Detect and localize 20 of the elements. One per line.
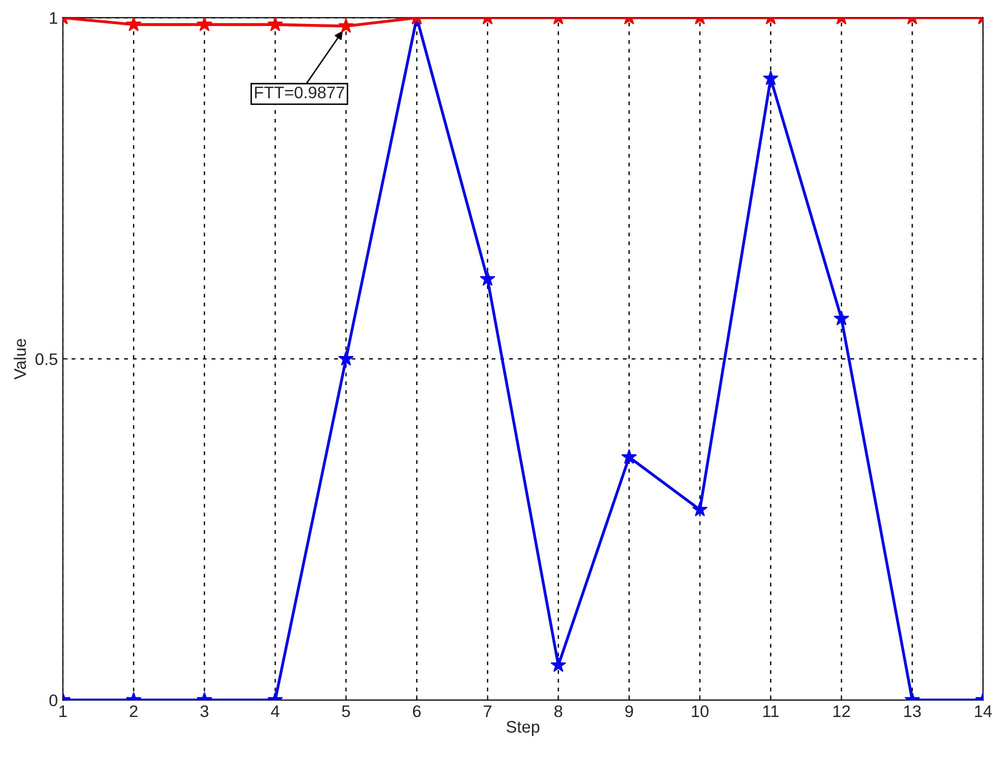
x-axis-title: Step <box>506 720 540 736</box>
x-tick-label: 9 <box>625 705 633 718</box>
x-tick-label: 11 <box>763 706 779 718</box>
y-tick-label: 1 <box>50 12 58 24</box>
x-tick-label: 10 <box>692 705 709 718</box>
x-tick-label: 2 <box>130 705 138 718</box>
x-tick-label: 1 <box>60 706 67 718</box>
x-tick-label: 3 <box>200 705 208 718</box>
x-tick-label: 4 <box>270 706 280 718</box>
y-axis-title: Value <box>14 338 26 380</box>
x-tick-label: 5 <box>342 706 350 718</box>
x-tick-label: 6 <box>412 705 421 718</box>
y-tick-label: 0.5 <box>35 353 58 366</box>
annotation: FTT=0.9877 <box>255 86 344 98</box>
x-tick-label: 7 <box>484 706 492 718</box>
x-tick-label: 8 <box>554 705 562 718</box>
x-tick-label: 14 <box>975 706 992 718</box>
x-tick-label: 13 <box>904 705 921 718</box>
y-tick-label: 0 <box>49 694 58 706</box>
x-tick-label: 12 <box>833 705 850 718</box>
